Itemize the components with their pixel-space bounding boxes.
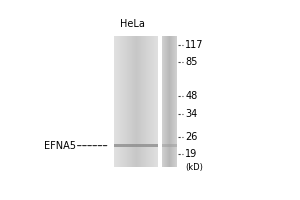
Bar xyxy=(132,36,133,167)
Text: 117: 117 xyxy=(185,40,204,50)
Bar xyxy=(145,36,146,167)
Bar xyxy=(138,36,139,167)
Bar xyxy=(128,36,129,167)
Bar xyxy=(133,36,134,167)
Bar xyxy=(153,36,154,167)
Bar xyxy=(119,36,120,167)
Bar xyxy=(130,36,131,167)
Bar xyxy=(139,36,140,167)
Text: EFNA5: EFNA5 xyxy=(44,141,76,151)
Bar xyxy=(123,36,124,167)
Bar xyxy=(122,36,123,167)
Bar xyxy=(149,36,150,167)
Bar xyxy=(151,36,152,167)
Text: 85: 85 xyxy=(185,57,197,67)
Bar xyxy=(120,36,121,167)
Bar xyxy=(150,36,151,167)
Bar xyxy=(136,36,137,167)
Bar xyxy=(114,36,115,167)
Text: (kD): (kD) xyxy=(185,163,203,172)
Bar xyxy=(118,36,119,167)
Text: 26: 26 xyxy=(185,132,197,142)
Bar xyxy=(140,36,141,167)
Bar xyxy=(137,36,138,167)
Bar xyxy=(152,36,153,167)
Bar xyxy=(115,36,116,167)
Bar xyxy=(162,144,177,147)
Bar xyxy=(155,36,156,167)
Text: 34: 34 xyxy=(185,109,197,119)
Text: HeLa: HeLa xyxy=(120,19,145,29)
Text: 48: 48 xyxy=(185,91,197,101)
Bar xyxy=(125,36,126,167)
Bar xyxy=(144,36,145,167)
Bar xyxy=(157,36,158,167)
Bar xyxy=(131,36,132,167)
Bar xyxy=(126,36,127,167)
Bar xyxy=(156,36,157,167)
Bar xyxy=(146,36,147,167)
Bar xyxy=(134,36,135,167)
Bar xyxy=(142,36,143,167)
Bar xyxy=(154,36,155,167)
Bar xyxy=(114,144,158,147)
Bar xyxy=(121,36,122,167)
Text: 19: 19 xyxy=(185,149,197,159)
Bar xyxy=(148,36,149,167)
Bar xyxy=(129,36,130,167)
Bar xyxy=(141,36,142,167)
Bar xyxy=(147,36,148,167)
Bar xyxy=(143,36,144,167)
Bar xyxy=(124,36,125,167)
Bar xyxy=(117,36,118,167)
Bar xyxy=(116,36,117,167)
Bar xyxy=(135,36,136,167)
